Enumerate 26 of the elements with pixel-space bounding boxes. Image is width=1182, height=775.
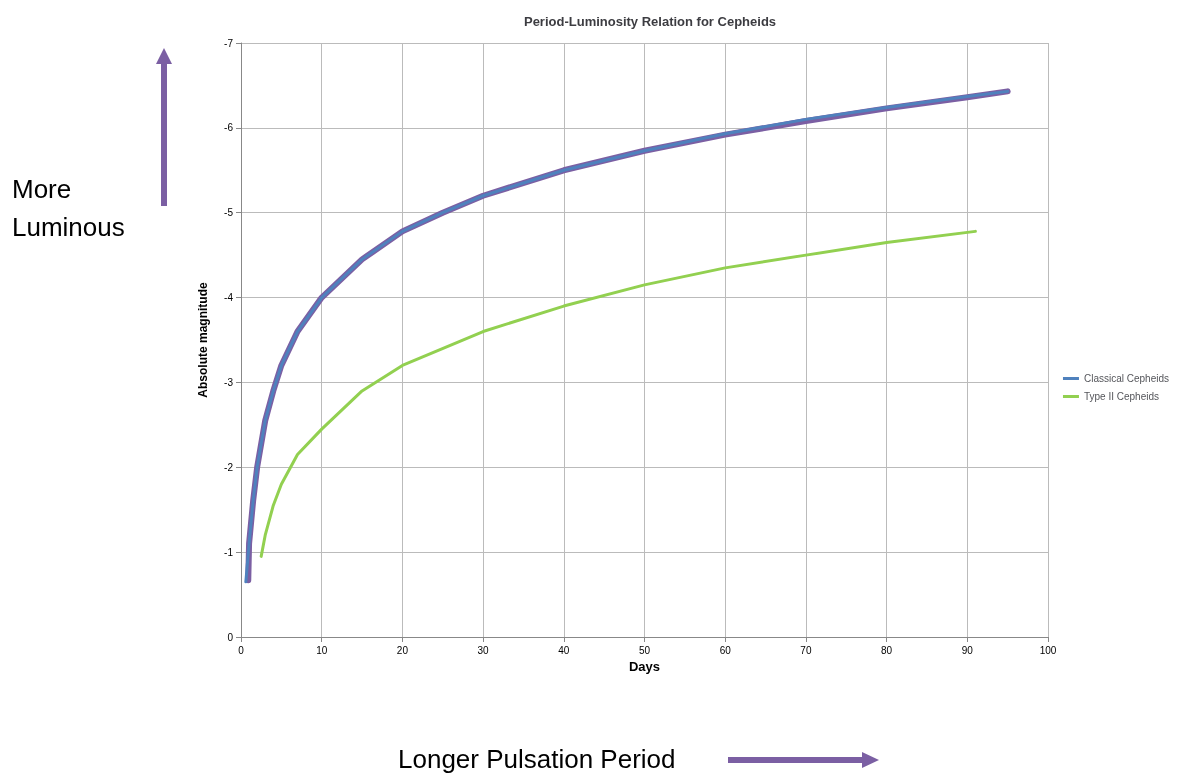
x-tick-label: 90: [961, 644, 974, 656]
x-tick-label: 10: [316, 644, 328, 656]
y-tick-label: -7: [224, 37, 234, 49]
y-tick-label: -3: [224, 376, 234, 388]
x-tick-label: 0: [238, 644, 245, 656]
y-tick-label: -1: [224, 546, 234, 558]
x-tick-label: 60: [719, 644, 732, 656]
x-tick-label: 20: [396, 644, 409, 656]
y-tick-label: -2: [224, 461, 234, 473]
legend-label: Type II Cepheids: [1083, 391, 1160, 402]
x-tick-label: 30: [477, 644, 490, 656]
x-tick-label: 80: [881, 644, 893, 656]
y-axis-title: Absolute magnitude: [196, 282, 210, 398]
text: More Luminous: [12, 173, 126, 244]
y-tick-label: -5: [224, 207, 234, 219]
chart-title: Period-Luminosity Relation for Cepheids: [523, 14, 777, 29]
y-tick-label: -4: [224, 292, 234, 304]
text: Longer Pulsation Period: [398, 743, 676, 775]
x-tick-label: 100: [1039, 644, 1057, 656]
x-tick-label: 70: [800, 644, 812, 656]
legend-label: Classical Cepheids: [1083, 373, 1170, 384]
x-tick-label: 50: [638, 644, 651, 656]
x-axis-title: Days: [628, 658, 661, 674]
y-tick-label: -6: [224, 122, 234, 134]
y-tick-label: 0: [227, 631, 234, 643]
x-tick-label: 40: [558, 644, 570, 656]
